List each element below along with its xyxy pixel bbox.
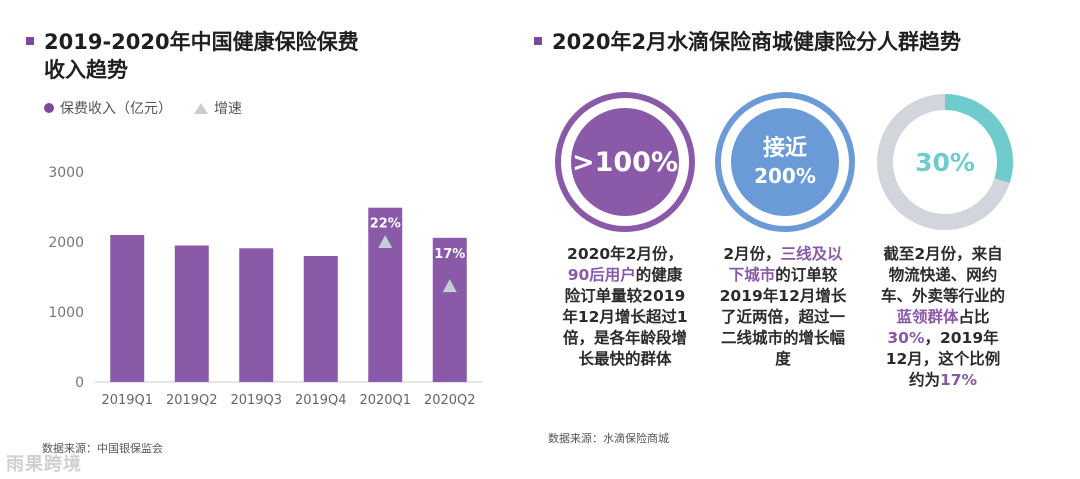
desc-text: ，2019年12月，这个比例约为 xyxy=(885,329,1001,389)
desc-text: 的健康险订单量较2019年12月增长超过1倍，是各年龄段增长最快的群体 xyxy=(562,266,688,368)
stat-value-lower-tier: 接近 200% xyxy=(731,108,839,216)
y-tick-label: 3000 xyxy=(48,165,84,181)
blue-ring xyxy=(715,92,855,232)
desc-text: 的订单较2019年12月增长了近两倍，超过一二线城市的增长幅度 xyxy=(719,266,847,368)
x-tick-label: 2020Q1 xyxy=(359,393,411,408)
watermark-logo: 雨果跨境 xyxy=(6,454,82,475)
desc-text: 截至2月份，来自物流快递、网约车、外卖等行业的 xyxy=(880,245,1005,305)
x-tick-label: 2020Q2 xyxy=(424,393,476,408)
left-chart-title: 2019-2020年中国健康保险保费 收入趋势 xyxy=(26,28,384,84)
legend-growth-label: 增速 xyxy=(214,101,242,117)
desc-text: 2月份， xyxy=(723,245,781,263)
card-description-lower-tier: 2月份，三线及以下城市的订单较2019年12月增长了近两倍，超过一二线城市的增长… xyxy=(718,244,848,370)
donut-chart xyxy=(877,94,1013,230)
donut-arc xyxy=(877,94,1013,230)
y-tick-label: 0 xyxy=(75,375,84,391)
bar xyxy=(432,237,467,382)
bar xyxy=(110,235,145,382)
growth-marker xyxy=(378,235,393,248)
x-tick-label: 2019Q3 xyxy=(230,393,282,408)
bar-chart: 0 1000 2000 3000 2019Q1 2019Q2 2019Q3 2019Q4 202… xyxy=(48,165,482,408)
desc-highlight: 90后用户 xyxy=(567,266,636,284)
bar xyxy=(368,207,403,382)
left-data-source: 数据来源：中国银保监会 xyxy=(42,442,163,455)
desc-text: 占比 xyxy=(958,308,990,326)
desc-text: 2020年2月份， xyxy=(567,245,683,263)
x-tick-label: 2019Q1 xyxy=(101,393,153,408)
bar xyxy=(303,256,338,382)
desc-highlight: 三线及以下城市 xyxy=(728,245,843,284)
right-data-source: 数据来源：水滴保险商城 xyxy=(548,432,669,445)
desc-highlight: 蓝领群体 xyxy=(896,308,959,326)
right-section-title: 2020年2月水滴保险商城健康险分人群趋势 xyxy=(534,28,1052,56)
stat-value-90s: >100% xyxy=(571,108,679,216)
growth-label: 22% xyxy=(370,217,401,232)
legend-triangle-icon xyxy=(194,102,208,114)
legend-dot-icon xyxy=(44,103,54,113)
title-bullet-icon xyxy=(534,37,542,45)
desc-highlight: 17% xyxy=(939,371,978,389)
x-tick-label: 2019Q4 xyxy=(295,393,347,408)
purple-ring xyxy=(555,92,695,232)
title-bullet-icon xyxy=(26,37,34,45)
chart-legend: 保费收入（亿元） 增速 xyxy=(44,98,242,118)
desc-highlight: 30% xyxy=(887,329,925,347)
stat-circle-lower-tier: 接近 200% xyxy=(715,92,855,232)
x-tick-label: 2019Q2 xyxy=(166,393,218,408)
right-title-text: 2020年2月水滴保险商城健康险分人群趋势 xyxy=(552,30,962,54)
bar xyxy=(174,245,209,382)
left-title-line1: 2019-2020年中国健康保险保费 xyxy=(44,30,359,54)
growth-marker xyxy=(442,279,457,293)
card-description-90s: 2020年2月份， 90后用户的健康险订单量较2019年12月增长超过1倍，是各年… xyxy=(560,244,690,370)
bar xyxy=(239,248,274,382)
stat-value-line2: 200% xyxy=(754,164,816,188)
left-title-line2: 收入趋势 xyxy=(44,58,128,82)
stat-value-line1: 接近 xyxy=(762,136,807,161)
growth-label: 17% xyxy=(434,247,465,262)
y-tick-label: 2000 xyxy=(48,235,84,251)
card-description-blue-collar: 截至2月份，来自物流快递、网约车、外卖等行业的蓝领群体占比 30%，2019年12… xyxy=(878,244,1008,391)
stat-value-blue-collar: 30% xyxy=(915,147,975,177)
y-tick-label: 1000 xyxy=(48,305,84,321)
stat-donut-blue-collar: 30% xyxy=(875,92,1015,232)
legend-bar-label: 保费收入（亿元） xyxy=(60,101,172,117)
stat-circle-90s: >100% xyxy=(555,92,695,232)
